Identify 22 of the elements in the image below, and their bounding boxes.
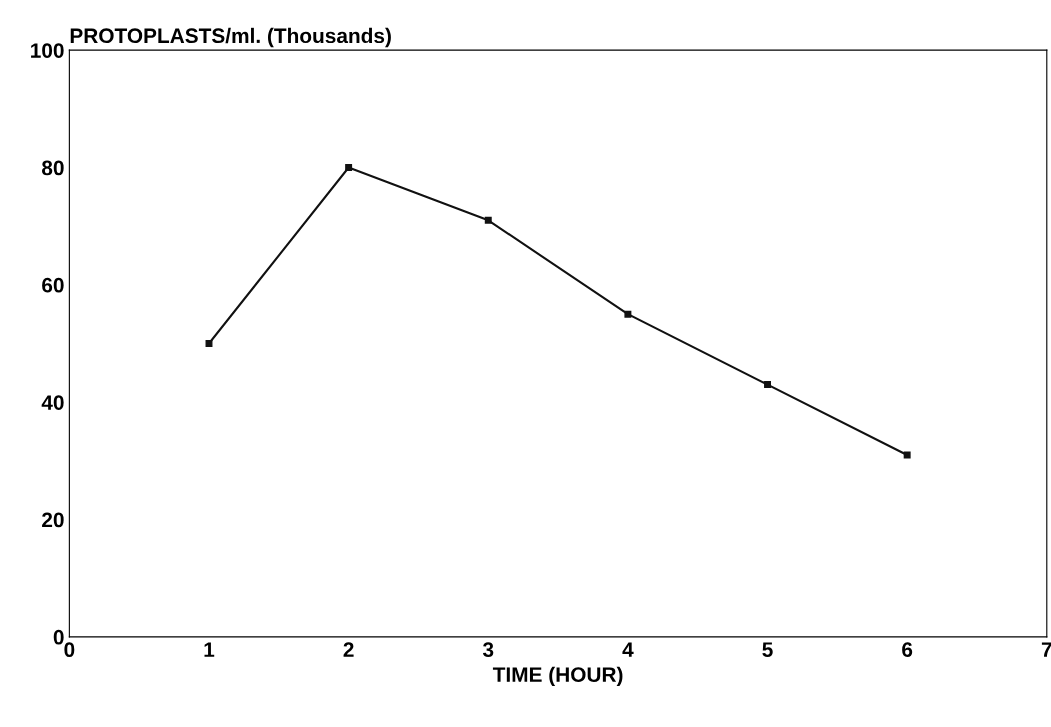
point (345, 164, 353, 171)
x-tick-label: 0 (64, 642, 75, 658)
point (484, 216, 492, 224)
point (903, 451, 911, 459)
y-axis-title: PROTOPLASTS/ml. (Thousands) (70, 27, 391, 48)
x-tick-label: 2 (343, 642, 354, 657)
point (764, 381, 772, 389)
y-tick-label: 20 (42, 512, 64, 528)
x-axis-title: TIME (HOUR) (492, 666, 623, 687)
point (624, 310, 632, 318)
x-tick-label: 4 (622, 642, 634, 657)
y-tick-label: 40 (41, 395, 64, 410)
x-tick-label: 7 (1041, 642, 1051, 657)
y-tick-label: 60 (42, 277, 64, 293)
point (205, 340, 213, 347)
x-tick-label: 5 (762, 642, 773, 658)
y-tick-label: 80 (42, 160, 64, 176)
y-tick-label: 0 (53, 629, 64, 645)
x-tick-label: 1 (204, 642, 215, 657)
x-tick-label: 6 (902, 642, 913, 658)
x-tick-label: 3 (482, 642, 494, 658)
y-tick-label: 100 (31, 43, 64, 58)
